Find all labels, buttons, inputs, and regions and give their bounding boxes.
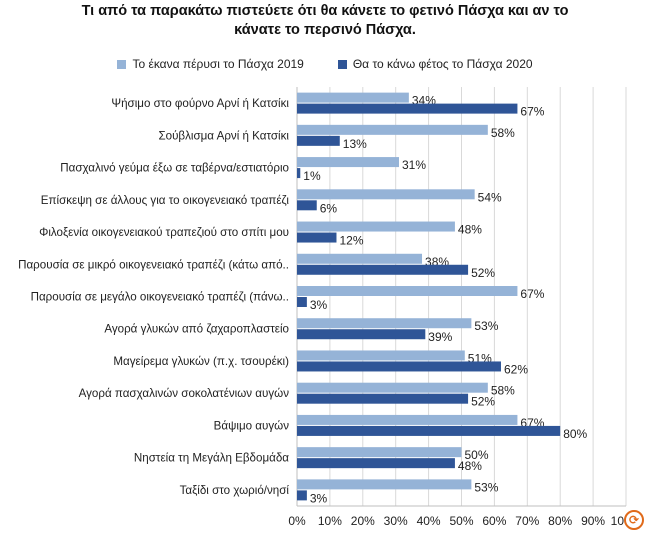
category-label: Ψήσιμο στο φούρνο Αρνί ή Κατσίκι — [111, 97, 289, 110]
data-label-2019: 54% — [478, 190, 502, 204]
legend-swatch-2019 — [117, 59, 127, 69]
category-label: Σούβλισμα Αρνί ή Κατσίκι — [158, 129, 289, 142]
category-label: Ταξίδι στο χωριό/νησί — [180, 484, 290, 497]
x-tick-label: 10% — [318, 514, 342, 528]
legend-item-2019: Το έκανα πέρυσι το Πάσχα 2019 — [117, 57, 304, 71]
category-label: Αγορά πασχαλινών σοκολατένιων αυγών — [79, 387, 290, 400]
legend-swatch-2020 — [337, 59, 347, 69]
legend-item-2020: Θα το κάνω φέτος το Πάσχα 2020 — [337, 57, 533, 71]
data-label-2020: 12% — [339, 234, 363, 248]
category-label: Αγορά γλυκών από ζαχαροπλαστείο — [104, 323, 289, 336]
data-label-2020: 13% — [343, 137, 367, 151]
data-label-2019: 31% — [402, 158, 426, 172]
bar-2020 — [297, 393, 469, 404]
data-label-2019: 53% — [474, 319, 498, 333]
bar-2019 — [297, 318, 472, 329]
chart-title: Τι από τα παρακάτω πιστεύετε ότι θα κάνε… — [0, 2, 650, 40]
bar-2020 — [297, 103, 518, 114]
bar-2019 — [297, 124, 488, 135]
data-label-2019: 67% — [520, 287, 544, 301]
data-label-2020: 52% — [471, 266, 495, 280]
data-label-2020: 3% — [310, 298, 328, 312]
bar-2019 — [297, 286, 518, 296]
x-tick-label: 30% — [384, 514, 408, 528]
category-label: Παρουσία σε μεγάλο οικογενειακό τραπέζι … — [31, 291, 289, 304]
bar-2019 — [297, 350, 465, 361]
bar-2019 — [297, 414, 518, 425]
legend: Το έκανα πέρυσι το Πάσχα 2019 Θα το κάνω… — [0, 57, 650, 71]
bar-2020 — [297, 135, 340, 146]
chart-title-line-1: Τι από τα παρακάτω πιστεύετε ότι θα κάνε… — [81, 3, 569, 19]
data-label-2019: 58% — [491, 126, 515, 140]
bar-2019 — [297, 479, 472, 490]
bar-2019 — [297, 221, 455, 232]
bar-2019 — [297, 157, 399, 168]
data-label-2019: 48% — [458, 223, 482, 237]
x-tick-label: 50% — [449, 514, 473, 528]
data-label-2020: 3% — [310, 491, 328, 505]
category-label: Πασχαλινό γεύμα έξω σε ταβέρνα/εστιατόρι… — [60, 162, 289, 175]
bar-2020 — [297, 264, 469, 275]
bar-2020 — [297, 458, 455, 469]
data-label-2020: 80% — [563, 427, 587, 441]
legend-label-2020: Θα το κάνω φέτος το Πάσχα 2020 — [352, 57, 533, 71]
refresh-icon[interactable]: ⟳ — [624, 510, 644, 530]
bar-2020 — [297, 490, 307, 501]
x-tick-label: 80% — [548, 514, 572, 528]
chart-title-line-2: κάνατε το περσινό Πάσχα. — [234, 22, 416, 38]
category-label: Παρουσία σε μικρό οικογενειακό τραπέζι (… — [18, 258, 289, 271]
data-label-2019: 58% — [491, 384, 515, 398]
category-label: Βάψιμο αυγών — [214, 419, 290, 432]
data-label-2020: 6% — [320, 201, 338, 215]
bar-2019 — [297, 253, 423, 264]
x-tick-label: 20% — [351, 514, 375, 528]
data-label-2020: 62% — [504, 362, 528, 376]
data-label-2020: 52% — [471, 395, 495, 409]
bar-2020 — [297, 200, 317, 211]
bar-2020 — [297, 297, 307, 307]
bar-2020 — [297, 425, 561, 436]
bar-2019 — [297, 189, 475, 200]
x-tick-label: 60% — [482, 514, 506, 528]
bar-2019 — [297, 447, 462, 458]
x-tick-label: 90% — [581, 514, 605, 528]
data-label-2020: 48% — [458, 459, 482, 473]
data-label-2019: 53% — [474, 480, 498, 494]
category-label: Μαγείρεμα γλυκών (π.χ. τσουρέκι) — [113, 355, 289, 368]
legend-label-2019: Το έκανα πέρυσι το Πάσχα 2019 — [132, 57, 304, 71]
bar-2020 — [297, 361, 501, 372]
data-label-2020: 39% — [428, 330, 452, 344]
category-label: Επίσκεψη σε άλλους για το οικογενειακό τ… — [41, 194, 290, 207]
x-tick-label: 40% — [417, 514, 441, 528]
x-tick-label: 70% — [515, 514, 539, 528]
category-label: Νηστεία τη Μεγάλη Εβδομάδα — [134, 452, 289, 465]
bar-2020 — [297, 168, 301, 179]
data-label-2020: 67% — [520, 105, 544, 119]
category-label: Φιλοξενία οικογενειακού τραπεζιού στο σπ… — [39, 226, 289, 239]
bar-2020 — [297, 232, 337, 243]
bar-2019 — [297, 92, 409, 103]
bar-2019 — [297, 382, 488, 393]
data-label-2020: 1% — [303, 169, 321, 183]
data-label-2019: 50% — [465, 448, 489, 462]
x-tick-label: 0% — [288, 514, 306, 528]
bar-2020 — [297, 329, 426, 340]
